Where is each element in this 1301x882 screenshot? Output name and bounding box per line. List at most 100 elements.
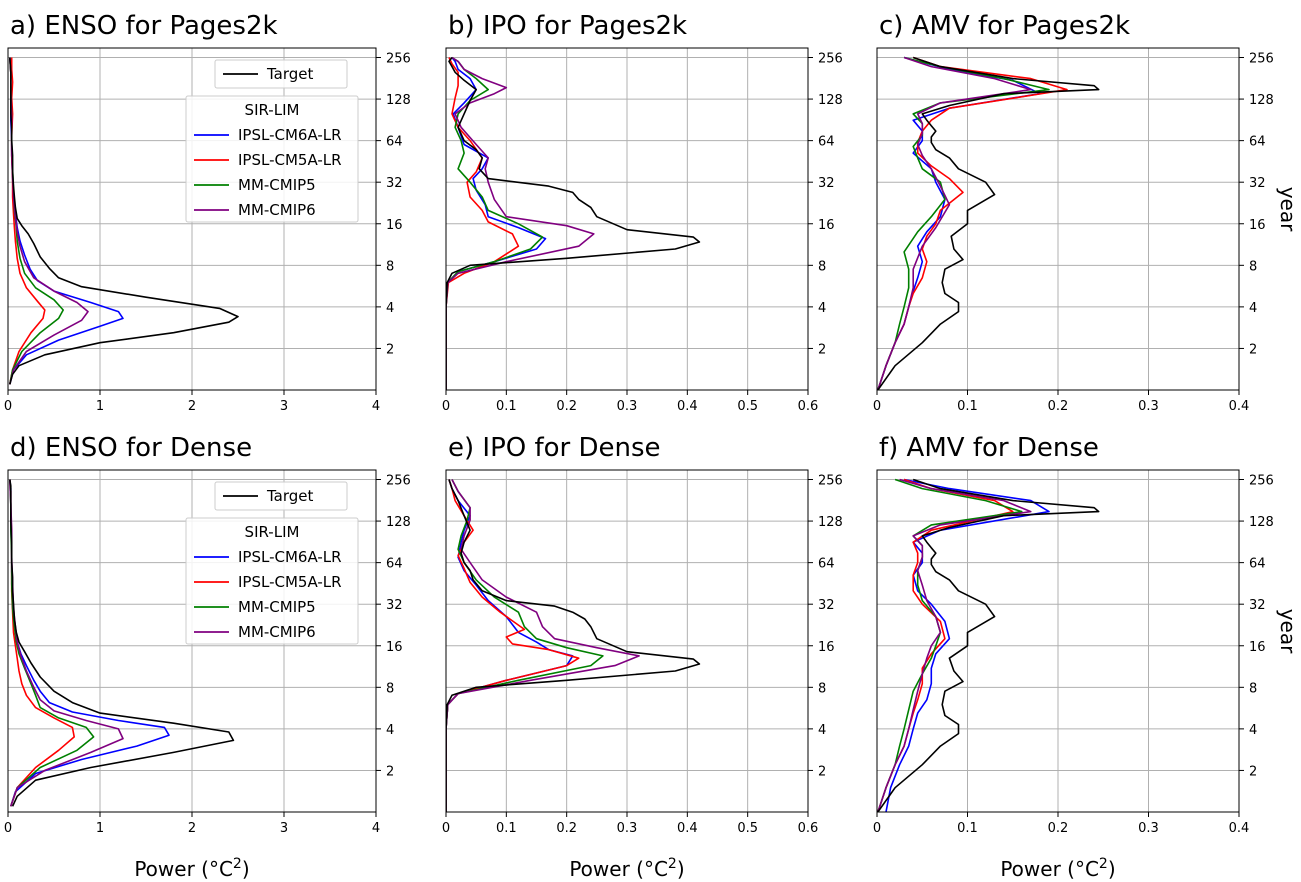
y-tick-label: 16 <box>1249 218 1266 233</box>
y-tick-label: 16 <box>1249 640 1266 655</box>
legend: Target SIR-LIM IPSL-CM6A-LR IPSL-CM5A-LR MM-… <box>185 59 359 223</box>
y-tick-label: 256 <box>818 474 843 489</box>
y-tick-label: 16 <box>386 640 403 655</box>
axes-frame <box>7 469 377 813</box>
y-axis-label: year <box>1276 187 1300 232</box>
series-line-mm-cmip5 <box>9 479 95 807</box>
x-axis-label-main: Power (°C <box>1000 857 1099 881</box>
y-tick-label: 32 <box>1249 598 1266 613</box>
panel-title: b) IPO for Pages2k <box>448 11 687 41</box>
y-tick-label: 8 <box>818 681 826 696</box>
y-tick-label: 64 <box>818 135 835 150</box>
y-tick-label: 64 <box>1249 557 1266 572</box>
series-line-mm-cmip6 <box>9 479 124 807</box>
series-line-target <box>446 57 701 390</box>
x-tick-label: 0 <box>4 821 12 836</box>
series-line-ipsl-cm5a-lr <box>9 57 46 385</box>
axes-frame <box>445 469 809 813</box>
series-line-mm-cmip5 <box>877 56 1050 390</box>
y-tick-label: 2 <box>386 342 394 357</box>
x-tick-label: 1 <box>96 399 104 414</box>
y-tick-label: 256 <box>1249 52 1274 67</box>
x-tick-label: 3 <box>280 821 288 836</box>
x-tick-label: 0 <box>4 399 12 414</box>
y-tick-label: 4 <box>1249 301 1257 316</box>
x-tick-label: 0.2 <box>1048 821 1069 836</box>
y-tick-label: 4 <box>818 301 826 316</box>
legend-target-box <box>214 481 348 511</box>
x-tick-label: 0.6 <box>798 821 819 836</box>
x-tick-label: 0.1 <box>496 821 517 836</box>
legend-group-box <box>185 517 359 645</box>
y-tick-label: 256 <box>386 474 411 489</box>
x-axis-label-sup: 2 <box>233 856 242 872</box>
y-tick-label: 4 <box>818 723 826 738</box>
legend-label-mm-cmip5: MM-CMIP5 <box>238 176 316 194</box>
axes-frame <box>7 47 377 391</box>
series-line-target <box>9 479 235 807</box>
panel-title: d) ENSO for Dense <box>10 433 252 463</box>
y-tick-label: 32 <box>818 598 835 613</box>
axes-frame <box>445 47 809 391</box>
legend: Target SIR-LIM IPSL-CM6A-LR IPSL-CM5A-LR MM-… <box>185 481 359 645</box>
series-line-mm-cmip6 <box>877 56 1032 390</box>
legend-group-title: SIR-LIM <box>245 101 300 119</box>
y-tick-label: 4 <box>386 723 394 738</box>
y-tick-label: 256 <box>1249 474 1274 489</box>
y-tick-label: 256 <box>818 52 843 67</box>
axes-frame <box>876 47 1240 391</box>
y-tick-label: 64 <box>1249 135 1266 150</box>
x-tick-label: 4 <box>372 821 380 836</box>
y-tick-label: 32 <box>1249 176 1266 191</box>
x-axis-label: Power (°C2) <box>1000 856 1115 881</box>
x-axis-label-close: ) <box>677 857 685 881</box>
y-tick-label: 64 <box>386 557 403 572</box>
y-tick-label: 8 <box>386 259 394 274</box>
x-tick-label: 0.1 <box>957 821 978 836</box>
y-tick-label: 2 <box>1249 342 1257 357</box>
y-tick-label: 8 <box>1249 259 1257 274</box>
legend-target-box <box>214 59 348 89</box>
y-tick-label: 64 <box>386 135 403 150</box>
x-axis-label-main: Power (°C <box>569 857 668 881</box>
y-tick-label: 128 <box>818 93 843 108</box>
x-tick-label: 0.6 <box>798 399 819 414</box>
y-tick-label: 16 <box>818 640 835 655</box>
panel-a: a) ENSO for Pages2k 0 1 2 3 4 2 4 8 16 32 64 128 256 T… <box>4 11 411 414</box>
x-tick-label: 2 <box>188 821 196 836</box>
y-tick-label: 128 <box>1249 93 1274 108</box>
y-tick-label: 128 <box>386 93 411 108</box>
x-tick-label: 0.2 <box>556 399 577 414</box>
y-tick-label: 16 <box>386 218 403 233</box>
x-axis-label-sup: 2 <box>668 856 677 872</box>
y-tick-label: 2 <box>818 342 826 357</box>
x-tick-label: 1 <box>96 821 104 836</box>
y-tick-label: 4 <box>1249 723 1257 738</box>
panel-d: d) ENSO for Dense 0 1 2 3 4 2 4 8 16 32 64 128 256 Pow… <box>4 433 411 881</box>
panel-c: c) AMV for Pages2k 0 0.1 0.2 0.3 0.4 2 4 8 16 32 64… <box>873 11 1300 414</box>
panel-b: b) IPO for Pages2k 0 0.1 0.2 0.3 0.4 0.5 0.6 2 4 8… <box>442 11 843 414</box>
x-axis-label-close: ) <box>1108 857 1116 881</box>
x-tick-label: 0 <box>873 399 881 414</box>
panel-e: e) IPO for Dense 0 0.1 0.2 0.3 0.4 0.5 0.6 2 4 8 16… <box>442 433 843 881</box>
series-line-target <box>446 479 701 812</box>
y-tick-label: 32 <box>818 176 835 191</box>
panel-title: f) AMV for Dense <box>879 433 1099 463</box>
x-tick-label: 0.4 <box>1229 821 1250 836</box>
legend-group-title: SIR-LIM <box>245 523 300 541</box>
y-tick-label: 128 <box>1249 515 1274 530</box>
y-tick-label: 2 <box>818 764 826 779</box>
y-tick-label: 8 <box>386 681 394 696</box>
y-tick-label: 4 <box>386 301 394 316</box>
y-tick-label: 16 <box>818 218 835 233</box>
x-tick-label: 0 <box>873 821 881 836</box>
panel-title: c) AMV for Pages2k <box>879 11 1130 41</box>
legend-label-target: Target <box>266 487 314 505</box>
x-axis-label: Power (°C2) <box>569 856 684 881</box>
y-tick-label: 64 <box>818 557 835 572</box>
legend-label-target: Target <box>266 65 314 83</box>
x-tick-label: 2 <box>188 399 196 414</box>
legend-label-mm-cmip6: MM-CMIP6 <box>238 201 316 219</box>
series-line-ipsl-cm5a-lr <box>446 57 520 390</box>
x-tick-label: 0 <box>442 399 450 414</box>
